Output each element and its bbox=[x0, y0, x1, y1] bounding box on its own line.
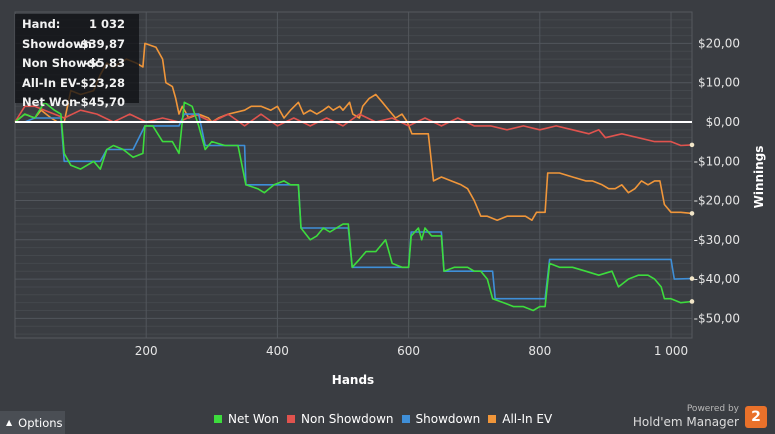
y-tick-label: $0,00 bbox=[706, 115, 740, 129]
options-button[interactable]: ▲ Options bbox=[0, 411, 65, 434]
end-marker-net-won bbox=[689, 299, 695, 304]
legend-label: Non Showdown bbox=[301, 412, 394, 426]
x-axis-title: Hands bbox=[332, 373, 374, 387]
hover-info-box: Hand: 1 032 Showdown -$39,87 Non Showdow… bbox=[15, 14, 139, 109]
series-line-net-won[interactable] bbox=[14, 101, 693, 312]
info-value: 1 032 bbox=[88, 17, 125, 31]
series-line-non-showdown[interactable] bbox=[14, 105, 693, 147]
legend-label: Showdown bbox=[415, 412, 481, 426]
info-row-all-in-ev: All-In EV -$23,28 bbox=[15, 74, 139, 94]
info-row-hand: Hand: 1 032 bbox=[15, 15, 139, 35]
x-tick-label: 200 bbox=[135, 344, 158, 358]
y-tick-label: $20,00 bbox=[698, 36, 740, 50]
y-tick-label: -$10,00 bbox=[694, 154, 740, 168]
info-label: Non Showdown bbox=[22, 56, 98, 70]
y-tick-label: $10,00 bbox=[698, 76, 740, 90]
x-tick-label: 600 bbox=[397, 344, 420, 358]
legend-item-showdown[interactable]: Showdown bbox=[401, 412, 481, 426]
legend-swatch bbox=[488, 415, 497, 423]
y-tick-label: -$40,00 bbox=[694, 272, 740, 286]
grid-lines bbox=[14, 11, 693, 339]
legend-swatch bbox=[214, 415, 222, 423]
brand-text: Powered by Hold'em Manager bbox=[633, 404, 739, 430]
series-end-markers bbox=[689, 142, 695, 304]
y-tick-label: -$50,00 bbox=[694, 311, 740, 325]
x-tick-label: 400 bbox=[266, 344, 289, 358]
info-label: Hand: bbox=[22, 17, 61, 31]
x-tick-label: 1 000 bbox=[654, 344, 688, 358]
legend-item-all-in-ev[interactable]: All-In EV bbox=[488, 412, 552, 426]
info-value: -$23,28 bbox=[75, 75, 125, 90]
legend-item-net-won[interactable]: Net Won bbox=[214, 412, 279, 426]
legend-label: Net Won bbox=[228, 412, 279, 426]
y-axis-title: Winnings bbox=[752, 146, 766, 209]
info-row-non-showdown: Non Showdown -$5,83 bbox=[15, 54, 139, 74]
info-label: Showdown bbox=[22, 36, 92, 51]
info-row-net-won: Net Won -$45,70 bbox=[15, 93, 139, 113]
legend-swatch bbox=[401, 415, 410, 423]
chart-legend: Net Won Non Showdown Showdown All-In EV bbox=[214, 412, 560, 426]
powered-by-text: Powered by bbox=[686, 404, 739, 414]
end-marker-non-showdown bbox=[689, 142, 695, 148]
info-row-showdown: Showdown -$39,87 bbox=[15, 35, 139, 55]
x-axis-ticks: 200 400 600 800 1 000 bbox=[135, 344, 688, 358]
legend-label: All-In EV bbox=[502, 412, 553, 426]
y-tick-label: -$30,00 bbox=[694, 233, 740, 247]
info-value: -$39,87 bbox=[75, 36, 125, 51]
x-tick-label: 800 bbox=[528, 344, 551, 358]
plot-border bbox=[14, 11, 693, 339]
legend-item-non-showdown[interactable]: Non Showdown bbox=[287, 412, 394, 426]
legend-swatch bbox=[287, 415, 295, 423]
info-value: -$5,83 bbox=[83, 56, 125, 70]
chevron-up-icon: ▲ bbox=[6, 418, 13, 427]
y-axis-ticks: $20,00 $10,00 $0,00 -$10,00 -$20,00 -$30,00 -$… bbox=[694, 36, 740, 325]
brand-logo: Powered by Hold'em Manager 2 bbox=[633, 403, 767, 431]
info-label: All-In EV bbox=[22, 75, 77, 90]
series-lines bbox=[14, 42, 693, 312]
y-tick-label: -$20,00 bbox=[694, 194, 740, 208]
info-label: Net Won bbox=[22, 95, 78, 109]
end-marker-all-in-ev bbox=[689, 211, 695, 216]
options-label: Options bbox=[18, 415, 63, 430]
series-line-all-in-ev[interactable] bbox=[14, 42, 693, 221]
hm2-badge-icon: 2 bbox=[745, 406, 767, 428]
info-value: -$45,70 bbox=[75, 95, 125, 109]
end-marker-showdown bbox=[689, 276, 695, 281]
brand-name: Hold'em Manager bbox=[632, 415, 739, 429]
